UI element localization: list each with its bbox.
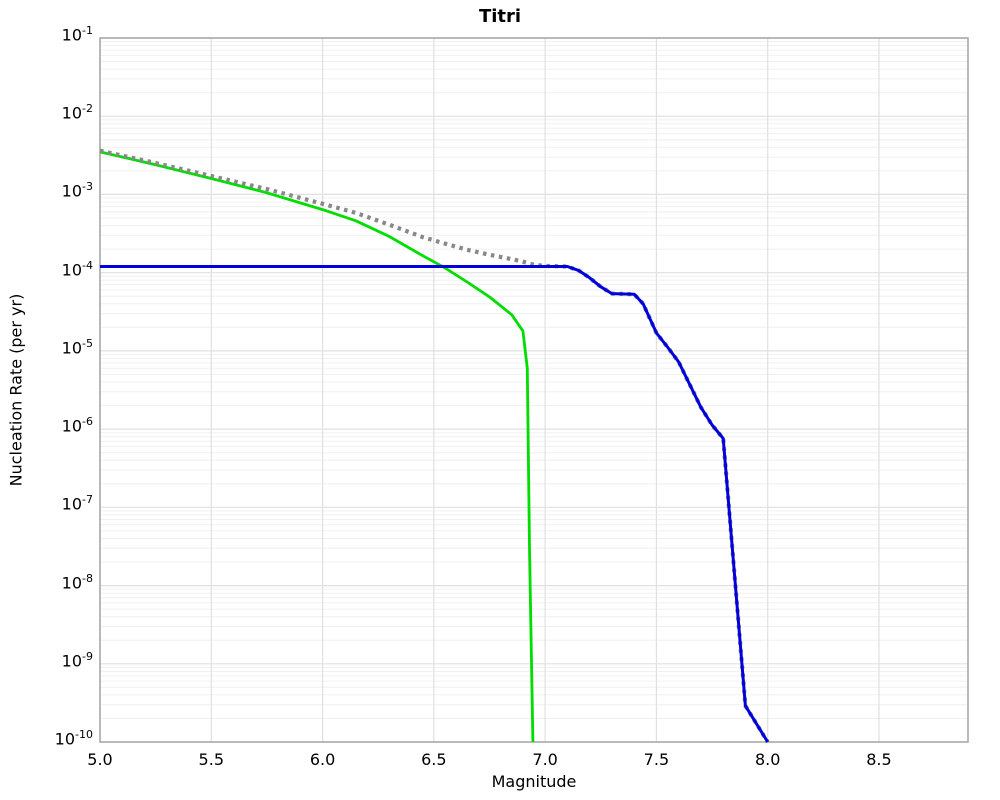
y-tick-label: 10-1 [61,24,93,45]
series-blue-solid [100,265,769,743]
y-tick-label: 10-10 [54,728,93,749]
y-tick-label: 10-3 [61,180,93,201]
x-tick-label: 7.0 [532,750,558,769]
y-tick-label: 10-8 [61,571,93,592]
chart-title: Titri [478,6,522,27]
x-tick-label: 5.0 [87,750,113,769]
x-tick-label: 8.0 [754,750,781,769]
y-tick-label: 10-7 [61,493,93,514]
x-axis-label: Magnitude [491,772,577,791]
plot-border [99,37,969,743]
x-tick-label: 6.0 [309,750,336,769]
y-tick-label: 10-6 [61,415,93,436]
y-tick-label: 10-4 [61,258,93,279]
series-green-solid [99,150,535,743]
x-tick-label: 7.5 [643,750,670,769]
x-tick-label: 5.5 [198,750,224,769]
y-tick-label: 10-2 [61,102,93,123]
x-tick-label: 8.5 [866,750,892,769]
y-tick-label: 10-9 [61,649,93,671]
x-tick-label: 6.5 [421,750,447,769]
y-tick-label: 10-5 [61,336,93,358]
